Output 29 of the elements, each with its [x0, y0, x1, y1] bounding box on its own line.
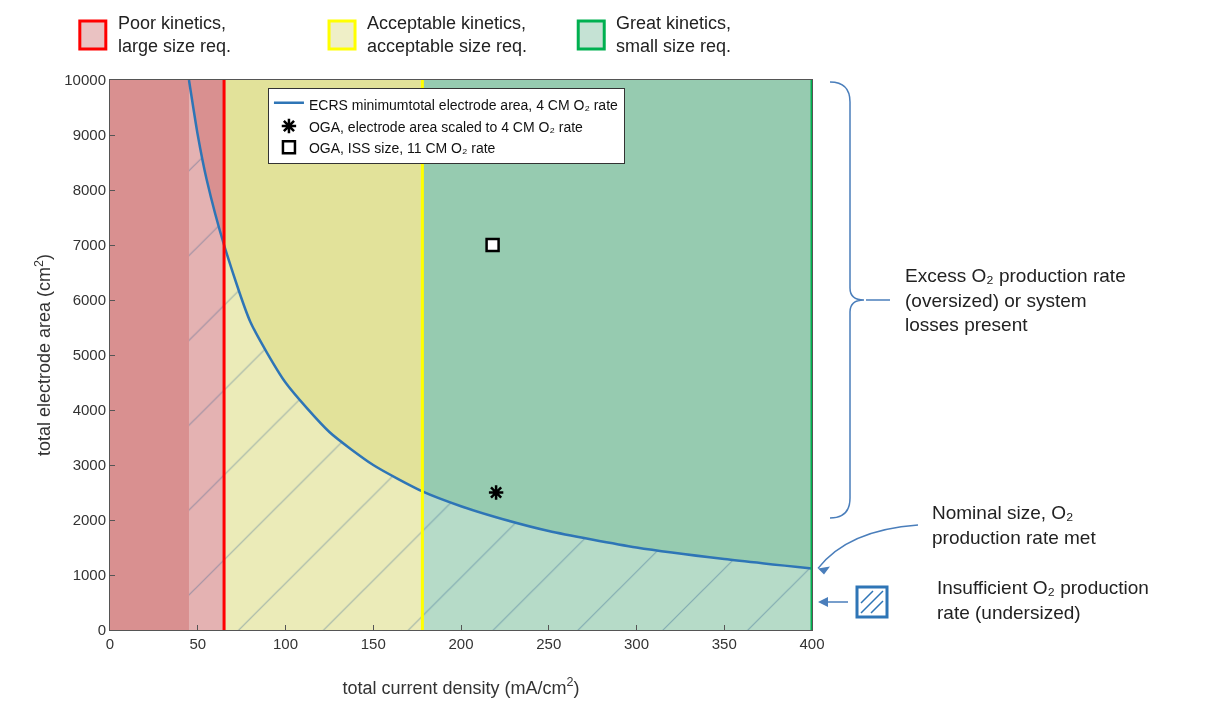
x-tick-label: 300 [623, 635, 650, 652]
x-tick-label: 350 [711, 635, 737, 652]
x-tick-label: 250 [536, 635, 562, 652]
y-tick-label: 8000 [72, 181, 106, 199]
y-tick-label: 9000 [72, 126, 106, 144]
y-tick-label: 0 [97, 621, 106, 639]
y-tick-label: 10000 [64, 71, 106, 89]
text: Insufficient O₂ production rate (undersized) [937, 577, 1149, 623]
band-label: Acceptable kinetics, acceptable size req. [367, 13, 528, 57]
x-tick-label: 400 [799, 635, 825, 652]
band-label: Poor kinetics, large size req. [118, 13, 232, 57]
band-label: Great kinetics, small size req. [616, 13, 732, 57]
x-tick-label: 150 [360, 635, 386, 652]
legend-label: OGA, electrode area scaled to 4 CM O₂ rate [308, 118, 584, 135]
annotation: Nominal size, O₂ production rate met [932, 502, 1097, 548]
x-tick-label: 100 [272, 635, 299, 652]
x-tick-label: 200 [448, 635, 474, 652]
y-tick-label: 1000 [72, 566, 106, 584]
x-tick-label: 50 [189, 635, 207, 652]
y-tick-label: 3000 [72, 456, 106, 474]
y-tick-label: 5000 [72, 346, 106, 364]
y-tick-label: 7000 [72, 236, 106, 254]
legend-label: OGA, ISS size, 11 CM O₂ rate [308, 139, 496, 156]
y-tick-label: 4000 [72, 401, 106, 419]
x-axis-title: total current density (mA/cm$^{2}$) [342, 675, 580, 698]
legend-label: ECRS minimumtotal electrode area, 4 CM O₂ rate [308, 97, 619, 114]
text: Excess O₂ production rate (oversized) or system losses present [905, 265, 1126, 336]
y-tick-label: 6000 [72, 291, 106, 309]
y-tick-label: 2000 [72, 511, 106, 529]
